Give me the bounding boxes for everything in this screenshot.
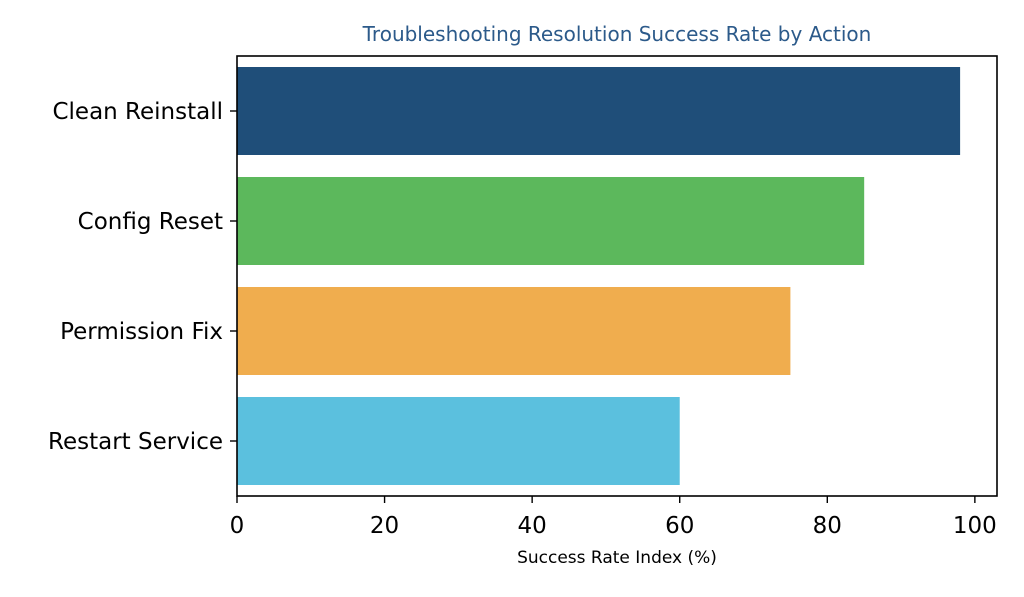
y-axis: Clean Reinstall Config Reset Permission Fi…	[48, 99, 237, 455]
x-tick-label: 40	[518, 513, 547, 539]
chart-title: Troubleshooting Resolution Success Rate …	[362, 22, 872, 46]
bars-layer	[237, 67, 961, 485]
x-tick-label: 0	[230, 513, 245, 539]
y-tick-label: Clean Reinstall	[52, 99, 223, 125]
x-axis: 0 20 40 60 80 100	[230, 496, 997, 539]
bar-permission-fix	[237, 287, 791, 375]
y-tick-label: Permission Fix	[60, 319, 223, 345]
x-axis-label: Success Rate Index (%)	[517, 548, 717, 568]
bar-clean-reinstall	[237, 67, 961, 155]
x-tick-label: 20	[370, 513, 399, 539]
bar-restart-service	[237, 397, 680, 485]
bar-config-reset	[237, 177, 865, 265]
x-tick-label: 80	[813, 513, 842, 539]
x-tick-label: 100	[953, 513, 997, 539]
y-tick-label: Restart Service	[48, 429, 223, 455]
x-tick-label: 60	[665, 513, 694, 539]
plot-frame	[236, 55, 998, 497]
y-tick-label: Config Reset	[78, 209, 223, 235]
